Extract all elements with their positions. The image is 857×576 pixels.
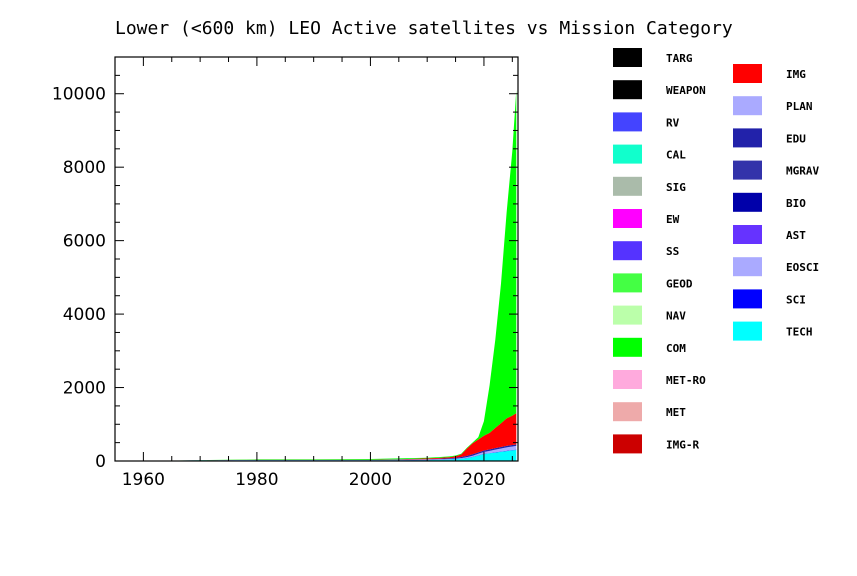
legend-swatch-targ [613,48,642,67]
area-met-ro [126,413,517,461]
legend-label-ss: SS [666,245,679,258]
x-tick-label: 1980 [235,470,278,490]
legend-swatch-ew [613,209,642,228]
legend-swatch-rv [613,112,642,132]
area-cal [126,90,517,461]
area-geod [126,90,517,461]
legend-label-sci: SCI [786,293,806,306]
chart-title: Lower (<600 km) LEO Active satellites vs… [115,18,733,39]
legend-label-edu: EDU [786,132,806,145]
legend-label-targ: TARG [666,52,693,65]
y-tick-label: 4000 [63,305,106,325]
legend-swatch-mgrav [733,160,762,180]
area-weapon [126,90,517,461]
legend-swatch-edu [733,128,762,148]
area-com [126,90,517,461]
x-tick-label: 1960 [122,470,165,490]
legend-swatch-met [613,402,642,422]
legend-swatch-geod [613,273,642,293]
legend-swatch-ss [613,241,642,261]
legend-swatch-tech [733,321,762,341]
legend-swatch-met-ro [613,370,642,389]
legend-label-img-r: IMG-R [666,438,699,451]
y-tick-label: 8000 [63,158,106,178]
area-nav [126,90,517,461]
legend-swatch-cal [613,144,642,164]
legend-label-nav: NAV [666,310,686,323]
legend-label-bio: BIO [786,197,806,210]
x-tick-label: 2020 [462,470,505,490]
legend-swatch-img-r [613,434,642,454]
legend-label-ast: AST [786,229,806,242]
area-rv [126,90,517,461]
legend-label-img: IMG [786,68,806,81]
legend: TARG WEAPON RV CAL SIG EW SS GEOD NAV COM MET-RO ME… [613,48,819,454]
legend-swatch-weapon [613,80,642,100]
x-tick-label: 2000 [349,470,392,490]
y-tick-label: 6000 [63,232,106,252]
legend-label-cal: CAL [666,149,686,162]
area-targ [126,90,517,461]
legend-label-ew: EW [666,213,680,226]
area-img-r [126,413,517,461]
area-ss [126,90,517,461]
y-tick-label: 2000 [63,379,106,399]
legend-label-rv: RV [666,116,680,129]
legend-label-com: COM [666,342,686,355]
axes: 0 2000 4000 6000 8000 10000 1960 1980 2000 2020 [52,56,518,490]
legend-label-met: MET [666,406,686,419]
legend-label-mgrav: MGRAV [786,165,819,178]
legend-swatch-img [733,64,762,83]
y-tick-label: 0 [95,452,106,472]
plot-areas [126,90,517,461]
legend-swatch-plan [733,96,762,116]
area-img [126,413,517,461]
legend-label-plan: PLAN [786,100,813,113]
legend-label-tech: TECH [786,326,813,339]
legend-swatch-com [613,337,642,357]
area-eosci [126,445,517,461]
area-met [126,413,517,461]
legend-swatch-eosci [733,257,762,277]
legend-label-geod: GEOD [666,277,693,290]
plot-frame [114,56,519,462]
area-tech [126,450,517,461]
legend-swatch-bio [733,192,762,212]
legend-swatch-sig [613,176,642,196]
legend-label-weapon: WEAPON [666,84,706,97]
legend-label-met-ro: MET-RO [666,374,706,387]
area-sig [126,90,517,461]
legend-label-sig: SIG [666,181,686,194]
legend-label-eosci: EOSCI [786,261,819,274]
area-ew [126,90,517,461]
y-tick-label: 10000 [52,85,106,105]
legend-swatch-ast [733,225,762,244]
legend-swatch-sci [733,289,762,309]
legend-swatch-nav [613,305,642,325]
